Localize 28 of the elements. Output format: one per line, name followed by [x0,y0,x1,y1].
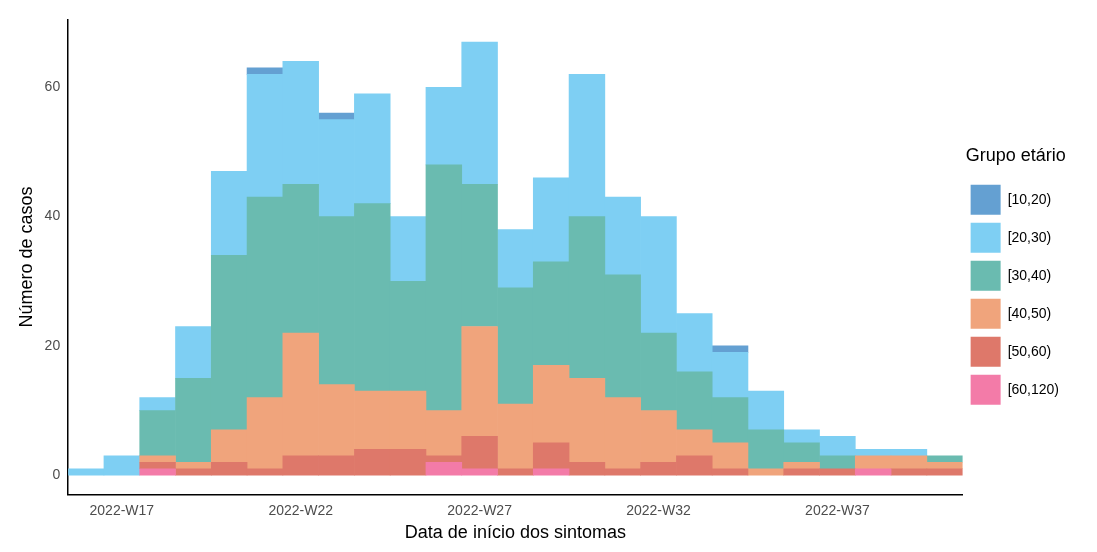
legend-title: Grupo etário [965,145,1066,166]
legend-label: [10,20) [1007,190,1052,207]
x-tick-label: 2022-W27 [447,501,513,518]
x-tick-label: 2022-W17 [89,501,155,518]
bar [926,455,963,463]
bar [175,326,212,379]
bar [139,455,176,463]
legend-label: [60,120) [1007,380,1059,397]
y-tick-label: 0 [52,466,61,483]
bar [139,468,176,476]
legend-label: [50,60) [1007,342,1052,359]
x-tick-label: 2022-W37 [805,501,870,518]
legend-label: [40,50) [1007,304,1052,321]
bar [747,468,785,476]
x-tick-label: 2022-W22 [268,501,334,518]
bar [532,468,570,476]
y-axis-title: Número de casos [15,186,36,328]
bar [854,468,892,476]
x-tick-label: 2022-W32 [626,501,692,518]
legend-label: [30,40) [1007,266,1052,283]
legend-label: [20,30) [1007,228,1052,245]
y-tick-label: 60 [44,78,61,95]
bar [389,216,427,282]
x-axis-title: Data de início dos sintomas [404,522,626,543]
y-tick-label: 20 [44,336,61,353]
bar [497,468,534,476]
y-tick-label: 40 [44,207,61,224]
bar [139,397,176,411]
